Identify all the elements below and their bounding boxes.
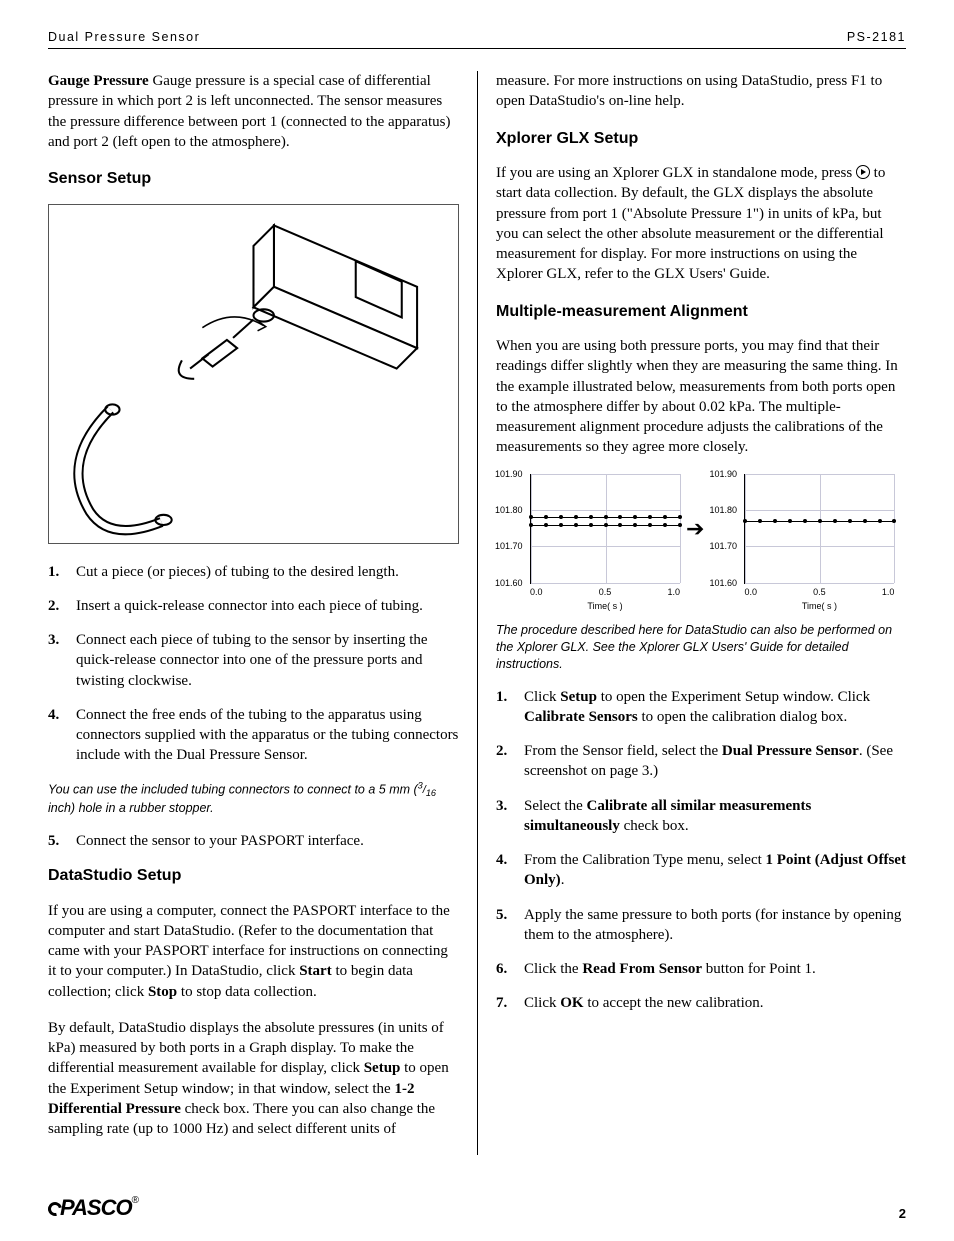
running-header: Dual Pressure Sensor PS-2181: [48, 30, 906, 49]
sensor-setup-steps-cont: Connect the sensor to your PASPORT inter…: [48, 831, 459, 851]
datastudio-heading: DataStudio Setup: [48, 865, 459, 887]
list-item: Click the Read From Sensor button for Po…: [496, 959, 906, 979]
right-column: measure. For more instructions on using …: [477, 71, 906, 1155]
page-footer: PASCO® 2: [48, 1195, 906, 1221]
glx-para: If you are using an Xplorer GLX in stand…: [496, 163, 906, 285]
list-item: Apply the same pressure to both ports (f…: [496, 905, 906, 946]
gauge-pressure-para: Gauge Pressure Gauge pressure is a speci…: [48, 71, 459, 152]
alignment-steps: Click Setup to open the Experiment Setup…: [496, 687, 906, 1014]
chart-before: 101.90101.80101.70101.60 0.0 0.5 1.0 Tim…: [496, 474, 680, 612]
sensor-setup-steps: Cut a piece (or pieces) of tubing to the…: [48, 562, 459, 766]
left-column: Gauge Pressure Gauge pressure is a speci…: [48, 71, 477, 1155]
datastudio-p2: By default, DataStudio displays the abso…: [48, 1018, 459, 1140]
sensor-setup-heading: Sensor Setup: [48, 168, 459, 190]
datastudio-p1: If you are using a computer, connect the…: [48, 901, 459, 1002]
list-item: Click Setup to open the Experiment Setup…: [496, 687, 906, 728]
header-model: PS-2181: [847, 30, 906, 44]
play-icon: [856, 165, 870, 179]
sensor-setup-figure: [48, 204, 459, 544]
tubing-note: You can use the included tubing connecto…: [48, 780, 459, 817]
list-item: Connect the sensor to your PASPORT inter…: [48, 831, 459, 851]
list-item: Click OK to accept the new calibration.: [496, 993, 906, 1013]
arrow-icon: ➔: [686, 518, 704, 540]
list-item: Cut a piece (or pieces) of tubing to the…: [48, 562, 459, 582]
sensor-illustration-svg: [49, 205, 458, 544]
list-item: From the Calibration Type menu, select 1…: [496, 850, 906, 891]
list-item: Connect the free ends of the tubing to t…: [48, 705, 459, 766]
list-item: From the Sensor field, select the Dual P…: [496, 741, 906, 782]
datastudio-p2-cont: measure. For more instructions on using …: [496, 71, 906, 112]
page-number: 2: [899, 1206, 906, 1221]
procedure-note: The procedure described here for DataStu…: [496, 622, 906, 673]
pasco-logo: PASCO®: [48, 1195, 138, 1221]
alignment-charts: 101.90101.80101.70101.60 0.0 0.5 1.0 Tim…: [496, 474, 906, 612]
list-item: Select the Calibrate all similar measure…: [496, 796, 906, 837]
header-title: Dual Pressure Sensor: [48, 30, 200, 44]
glx-heading: Xplorer GLX Setup: [496, 128, 906, 150]
multi-measure-para: When you are using both pressure ports, …: [496, 336, 906, 458]
list-item: Insert a quick-release connector into ea…: [48, 596, 459, 616]
list-item: Connect each piece of tubing to the sens…: [48, 630, 459, 691]
chart-after: 101.90101.80101.70101.60 0.0 0.5 1.0 Tim…: [710, 474, 894, 612]
multi-measure-heading: Multiple-measurement Alignment: [496, 301, 906, 323]
gauge-pressure-lead: Gauge Pressure: [48, 73, 149, 89]
